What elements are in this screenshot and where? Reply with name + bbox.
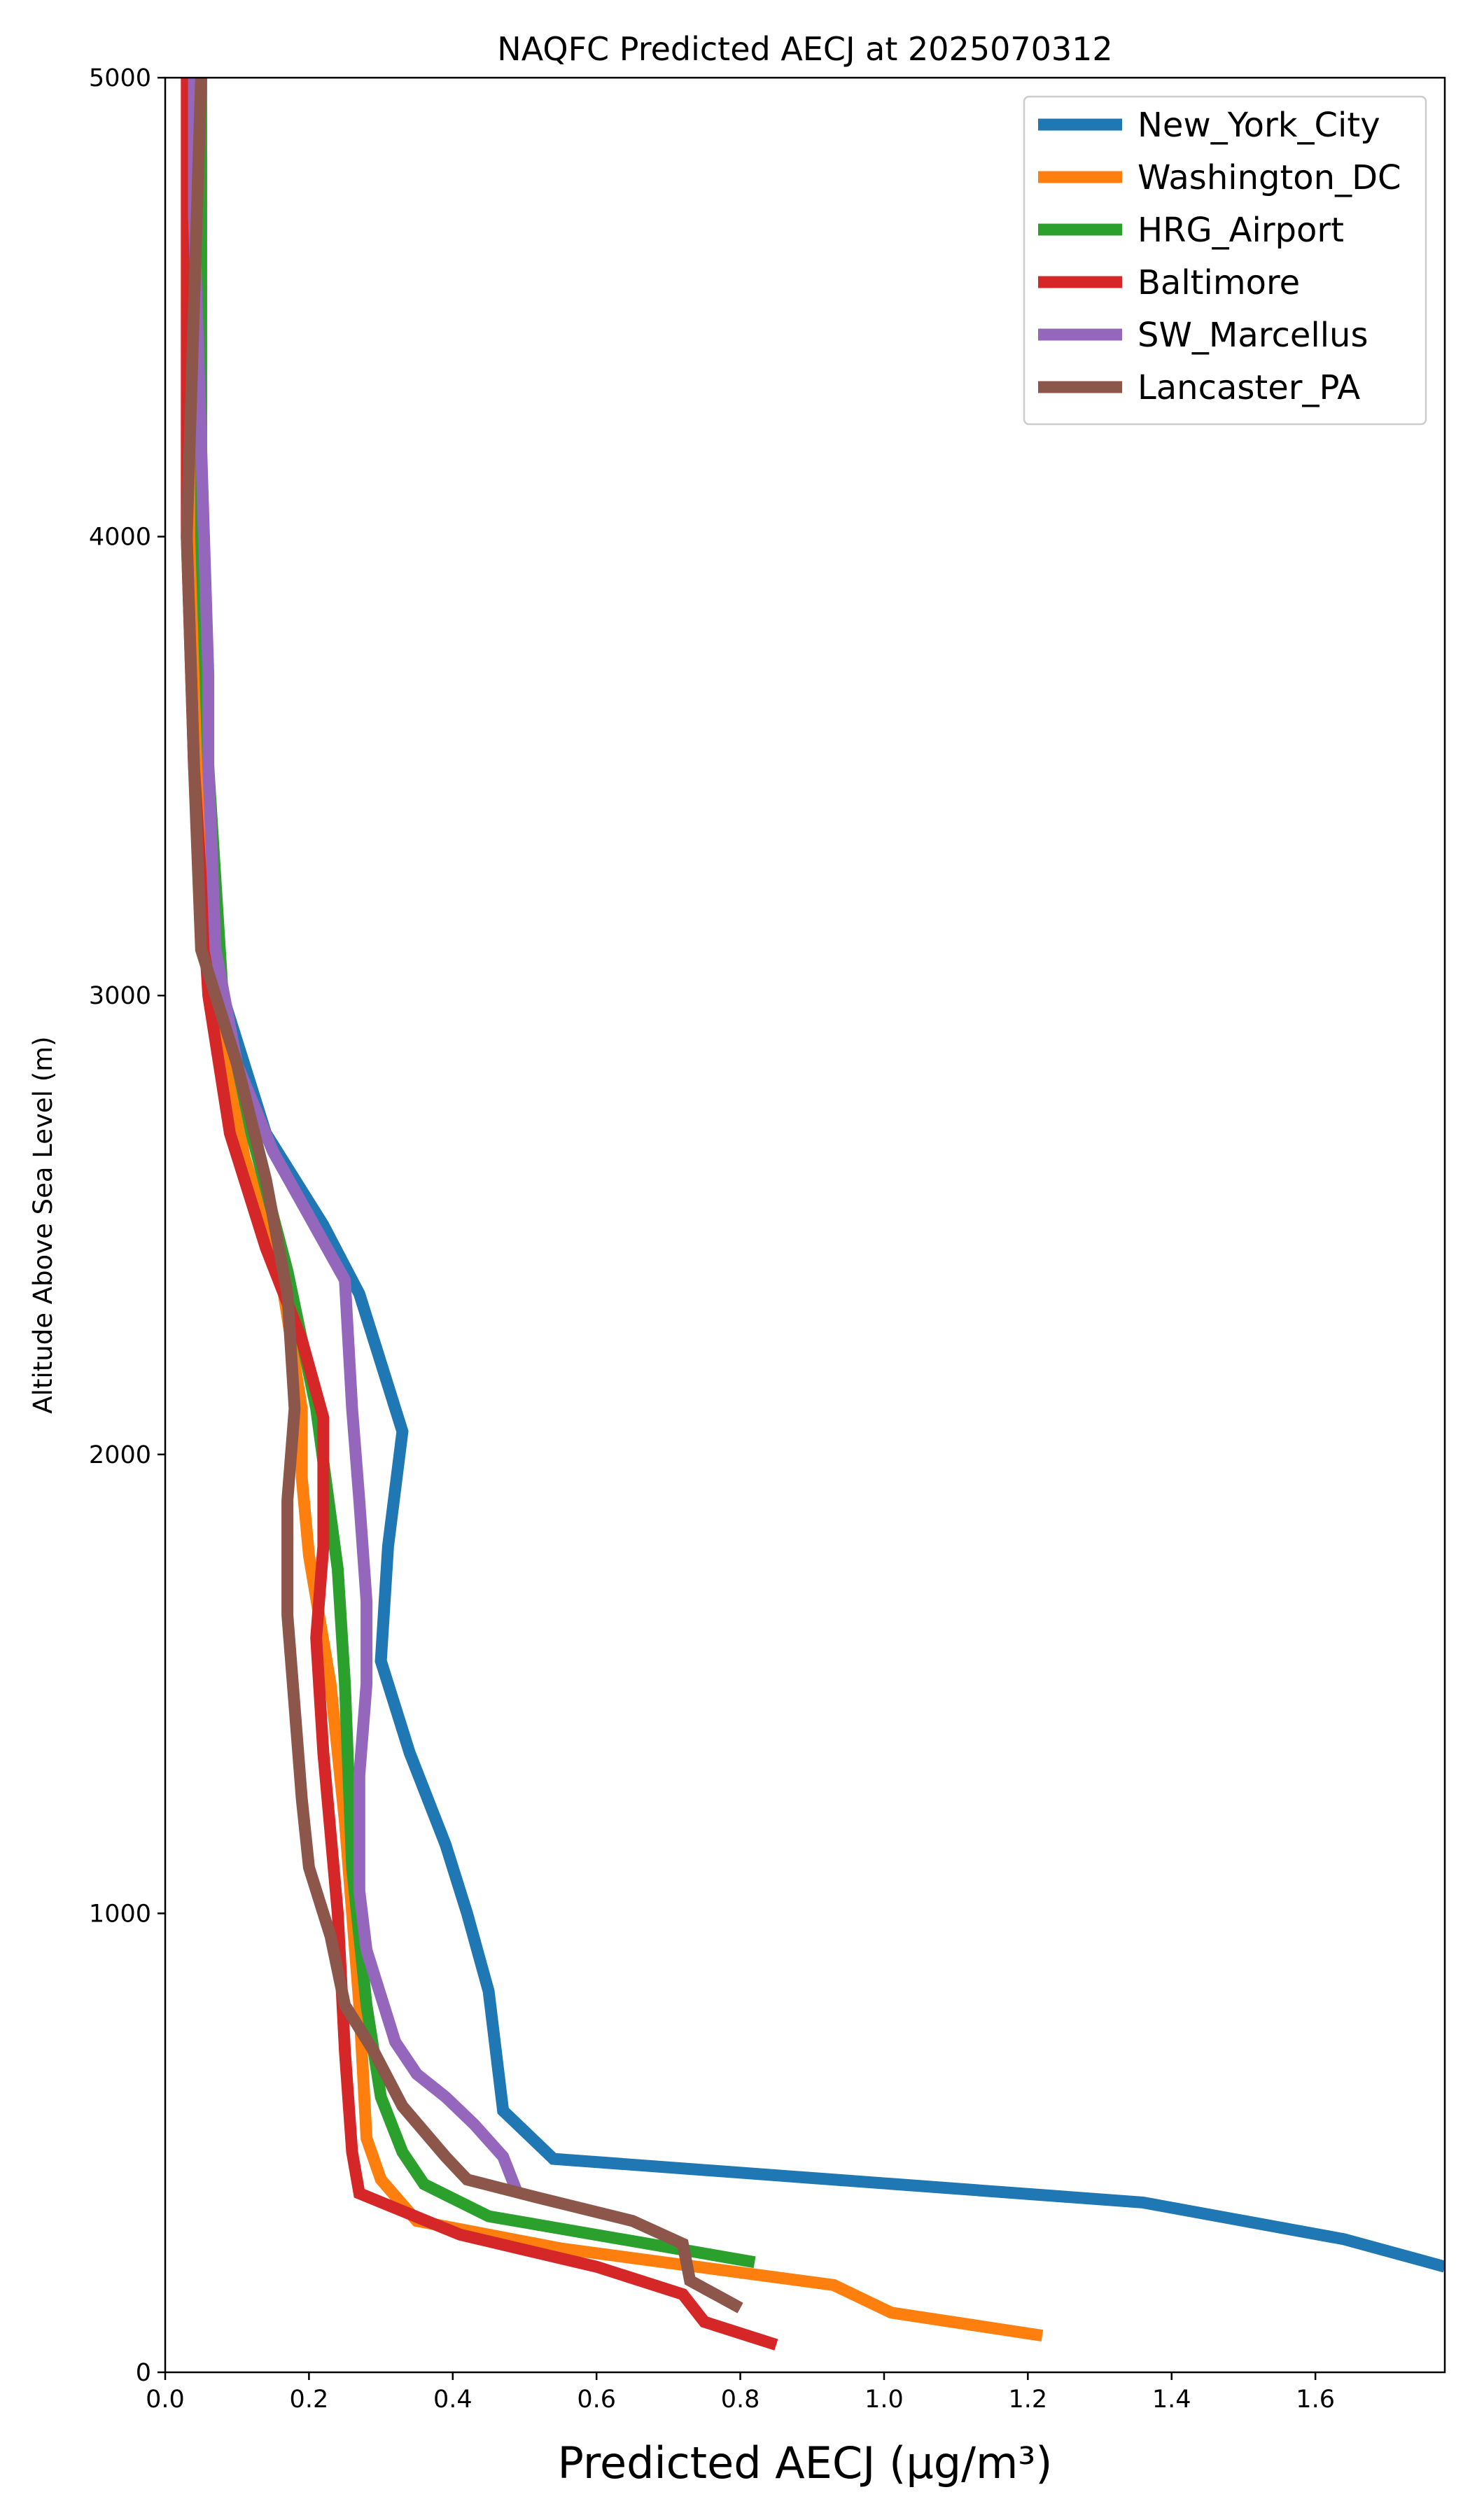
x-tick-label: 0.8	[721, 2386, 760, 2414]
y-tick-label: 0	[136, 2359, 151, 2387]
x-tick-label: 1.0	[864, 2386, 904, 2414]
y-tick-label: 3000	[89, 982, 151, 1010]
legend-label: Washington_DC	[1138, 158, 1401, 197]
legend: New_York_City Washington_DC HRG_Airport Bal…	[1023, 95, 1427, 426]
y-tick-label: 2000	[89, 1441, 151, 1469]
x-tick-label: 1.4	[1152, 2386, 1191, 2414]
plot-frame	[164, 76, 1446, 2374]
y-tick-label: 1000	[89, 1900, 151, 1928]
x-axis-label: Predicted AECJ (μg/m³)	[558, 2437, 1053, 2488]
y-tick-label: 5000	[89, 64, 151, 92]
x-axis-ticks: 0.0 0.2 0.4 0.6 0.8 1.0 1.2 1.4 1.6	[146, 2372, 1335, 2414]
x-tick-label: 0.0	[146, 2386, 185, 2414]
y-axis-label: Altitude Above Sea Level (m)	[28, 1036, 58, 1413]
y-axis-ticks: 0 1000 2000 3000 4000 5000	[89, 64, 165, 2387]
legend-label: New_York_City	[1138, 106, 1380, 145]
legend-box	[1023, 95, 1427, 426]
x-tick-label: 1.2	[1009, 2386, 1048, 2414]
x-tick-label: 0.2	[290, 2386, 329, 2414]
legend-label: HRG_Airport	[1138, 211, 1344, 250]
legend-label: Lancaster_PA	[1138, 368, 1360, 407]
legend-label: Baltimore	[1138, 263, 1300, 302]
y-tick-label: 4000	[89, 524, 151, 552]
x-tick-label: 0.4	[433, 2386, 472, 2414]
series-line-lancaster-pa	[181, 78, 743, 2314]
x-tick-label: 0.6	[577, 2386, 616, 2414]
legend-label: SW_Marcellus	[1138, 316, 1368, 355]
series-layer	[181, 78, 1445, 2351]
series-line-sw-marcellus	[188, 78, 524, 2196]
x-tick-label: 1.6	[1296, 2386, 1335, 2414]
chart-title: NAQFC Predicted AECJ at 2025070312	[497, 30, 1112, 68]
